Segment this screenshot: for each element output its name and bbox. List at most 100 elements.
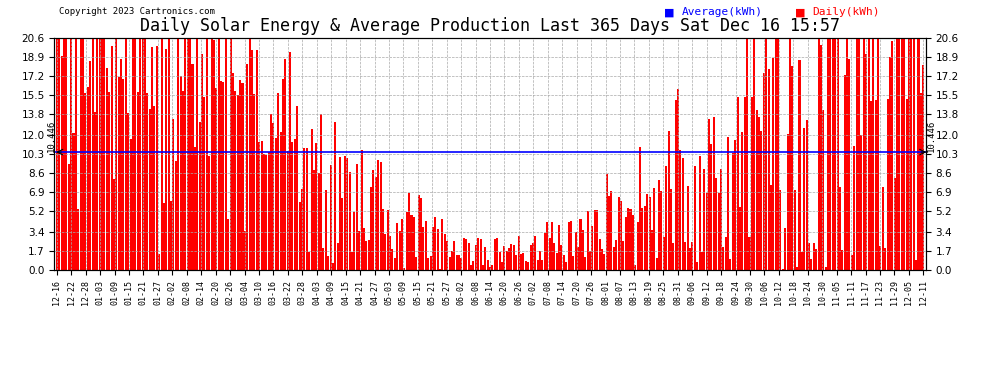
Bar [515,255,517,270]
Bar [315,143,318,270]
Bar [177,38,179,270]
Bar [796,267,798,270]
Bar [563,255,565,270]
Bar [589,251,591,270]
Bar [170,201,172,270]
Bar [189,38,191,270]
Bar [484,247,486,270]
Bar [818,38,820,270]
Bar [670,189,672,270]
Bar [906,99,908,270]
Bar [874,100,877,270]
Bar [839,188,841,270]
Bar [240,80,242,270]
Bar [506,251,508,270]
Bar [791,66,793,270]
Bar [767,69,769,270]
Bar [470,265,472,270]
Bar [762,74,765,270]
Bar [451,251,453,270]
Bar [323,248,325,270]
Bar [896,38,898,270]
Bar [172,119,174,270]
Bar [801,252,803,270]
Bar [594,210,596,270]
Bar [342,198,344,270]
Bar [655,258,657,270]
Bar [70,38,72,270]
Bar [291,142,293,270]
Bar [525,261,527,270]
Bar [279,132,281,270]
Bar [850,255,852,270]
Bar [363,228,365,270]
Text: ■: ■ [664,7,675,17]
Bar [382,209,384,270]
Bar [923,65,925,270]
Bar [137,92,139,270]
Bar [340,158,342,270]
Bar [403,268,405,270]
Bar [167,38,169,270]
Bar [270,114,272,270]
Bar [601,249,603,270]
Bar [311,129,313,270]
Bar [794,190,796,270]
Bar [632,215,634,270]
Bar [677,90,679,270]
Bar [746,38,748,270]
Bar [665,165,667,270]
Bar [423,227,425,270]
Bar [148,109,150,270]
Bar [777,38,779,270]
Bar [784,228,786,270]
Bar [727,137,729,270]
Bar [182,91,184,270]
Bar [743,97,745,270]
Bar [565,262,567,270]
Bar [827,38,829,270]
Bar [258,141,260,270]
Bar [503,246,505,270]
Bar [603,254,605,270]
Bar [646,194,648,270]
Bar [458,255,460,270]
Bar [348,172,350,270]
Bar [494,238,496,270]
Bar [835,38,837,270]
Bar [289,52,291,270]
Bar [130,139,132,270]
Bar [413,217,415,270]
Bar [196,38,198,270]
Bar [803,129,805,270]
Bar [132,38,134,270]
Text: 10.446: 10.446 [927,120,937,152]
Bar [511,244,513,270]
Bar [489,267,491,270]
Bar [287,151,289,270]
Bar [248,38,250,270]
Bar [491,265,493,270]
Bar [694,166,696,270]
Bar [911,38,913,270]
Bar [206,38,208,270]
Bar [720,170,722,270]
Bar [115,38,118,270]
Bar [520,254,522,270]
Bar [648,197,650,270]
Bar [701,252,703,270]
Bar [346,158,348,270]
Bar [89,62,91,270]
Bar [101,38,103,270]
Bar [123,80,125,270]
Bar [475,245,477,270]
Bar [220,81,222,270]
Bar [703,169,705,270]
Bar [806,120,808,270]
Bar [713,117,715,270]
Bar [235,91,237,270]
Bar [891,41,893,270]
Bar [546,222,548,270]
Bar [615,240,617,270]
Bar [858,38,860,270]
